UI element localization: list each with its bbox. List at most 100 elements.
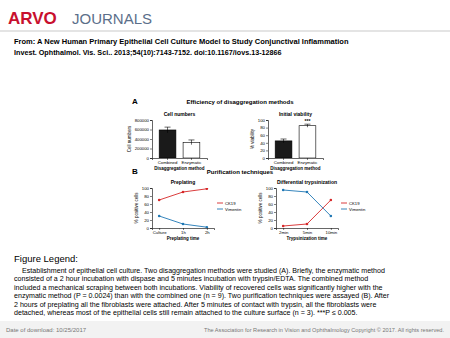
legend-label: CK19 — [349, 201, 360, 206]
footer-copyright: The Association for Research in Vision a… — [204, 327, 444, 333]
legend-swatch — [217, 209, 223, 210]
x-tick: 10min — [325, 228, 337, 235]
y-tick-mark — [274, 220, 276, 221]
marker — [330, 199, 333, 202]
axis-line — [150, 189, 153, 229]
y-axis-title: % positive cells — [258, 192, 263, 224]
marker — [206, 188, 209, 190]
y-tick-mark — [150, 120, 152, 121]
y-tick-label: 80 — [260, 125, 265, 130]
y-axis-title: % positive cells — [134, 192, 139, 224]
chart: Preplating020406080100Culture1h2h% posit… — [134, 179, 242, 241]
y-tick-mark — [274, 228, 276, 229]
y-tick-mark — [266, 150, 268, 151]
x-tick-label: 1h — [181, 230, 186, 235]
error-bar — [304, 124, 310, 127]
logo-brand: ARVO — [8, 9, 57, 28]
y-tick: 80 — [260, 125, 268, 130]
footer-bar — [0, 321, 450, 338]
y-tick-label: 0 — [147, 156, 150, 161]
x-tick-label: 2h — [205, 230, 210, 235]
legend-label: Vimentin — [349, 207, 366, 212]
y-tick: 0 — [147, 226, 152, 231]
y-tick-label: 100 — [258, 118, 266, 123]
y-tick-label: 60 — [144, 202, 149, 207]
chart-title: Preplating — [171, 179, 195, 185]
error-bar-cap — [281, 139, 287, 140]
y-tick: 80 — [268, 194, 276, 199]
chart: Initial viability020406080100CombinedEnz… — [250, 111, 324, 171]
x-tick-label: 2min — [279, 230, 289, 235]
y-axis: 020406080100 — [258, 118, 269, 161]
x-tick-label: Combined — [158, 160, 178, 165]
y-tick: 20 — [144, 218, 152, 223]
y-tick-label: 0 — [147, 226, 150, 231]
legend-text: enzymatic method (P = 0.0024) than with … — [14, 292, 390, 300]
legend: CK19Vimentin — [341, 201, 366, 212]
x-tick-label: Enzymatic — [298, 160, 319, 165]
y-tick: 60 — [144, 202, 152, 207]
y-tick-mark — [266, 143, 268, 144]
error-bar — [165, 127, 171, 133]
y-tick: 40 — [260, 141, 268, 146]
plot-area — [159, 127, 200, 158]
panel-letter: B — [132, 167, 138, 176]
series-line — [283, 200, 331, 226]
x-tick: Culture — [153, 228, 167, 235]
x-tick-label: Enzymatic — [182, 160, 203, 165]
marker — [282, 189, 285, 192]
legend-swatch — [341, 209, 347, 210]
y-tick-label: 80 — [268, 194, 273, 199]
marker — [182, 223, 185, 226]
x-tick: Enzymatic — [182, 158, 203, 165]
legend-label: CK19 — [225, 201, 236, 206]
y-tick-mark — [274, 204, 276, 205]
y-tick-mark — [150, 139, 152, 140]
error-bar-cap — [165, 127, 171, 128]
logo-product: JOURNALS — [72, 10, 152, 27]
x-tick-label: Combined — [274, 160, 294, 165]
y-axis-title: % viability — [250, 128, 255, 149]
y-tick: 0 — [271, 226, 276, 231]
legend-swatch — [341, 203, 347, 204]
x-tick: Combined — [158, 158, 178, 165]
error-bar-cap — [304, 124, 310, 125]
y-tick-label: 20 — [268, 218, 273, 223]
marker — [330, 215, 333, 218]
error-bar-stem — [167, 127, 168, 133]
y-tick-mark — [150, 158, 152, 159]
series-line — [159, 189, 207, 200]
x-tick: Enzymatic — [298, 158, 319, 165]
axis-line — [274, 189, 277, 229]
x-axis: Culture 1h 2h — [153, 228, 215, 235]
legend-text: 2 hours of preplating all the fibroblast… — [14, 301, 376, 309]
x-axis: Combined Enzymatic — [153, 158, 208, 165]
x-axis-title: Trypsinization time — [287, 236, 328, 241]
y-tick-mark — [150, 220, 152, 221]
x-tick-label: Culture — [153, 230, 167, 235]
bar — [299, 126, 316, 158]
x-axis-title: Disaggregation method — [270, 166, 321, 171]
y-tick-mark — [266, 120, 268, 121]
y-tick-mark — [150, 212, 152, 213]
chart-title: Differential trypsinization — [277, 179, 337, 185]
error-bar-stem — [283, 139, 284, 143]
y-tick-label: 400000 — [135, 137, 150, 142]
y-tick: 40 — [268, 210, 276, 215]
footer-date: Date of download: 10/25/2017 — [6, 327, 87, 333]
plot-area — [158, 188, 208, 228]
y-tick: 600000 — [135, 127, 152, 132]
y-tick: 80 — [144, 194, 152, 199]
marker — [158, 215, 161, 218]
x-tick-label: 10min — [325, 230, 337, 235]
panel-title: Efficiency of disaggregation methods — [186, 99, 294, 105]
y-tick: 100 — [258, 118, 268, 123]
legend-text: consisted of a 2 hour incubation with di… — [14, 275, 368, 283]
x-tick: 2min — [279, 228, 289, 235]
chart-title: Initial viability — [279, 111, 312, 117]
x-axis: 2min5min10min — [277, 228, 339, 235]
y-tick-label: 600000 — [135, 127, 150, 132]
axis-line — [266, 121, 269, 159]
y-tick-mark — [150, 149, 152, 150]
y-tick-label: 60 — [268, 202, 273, 207]
